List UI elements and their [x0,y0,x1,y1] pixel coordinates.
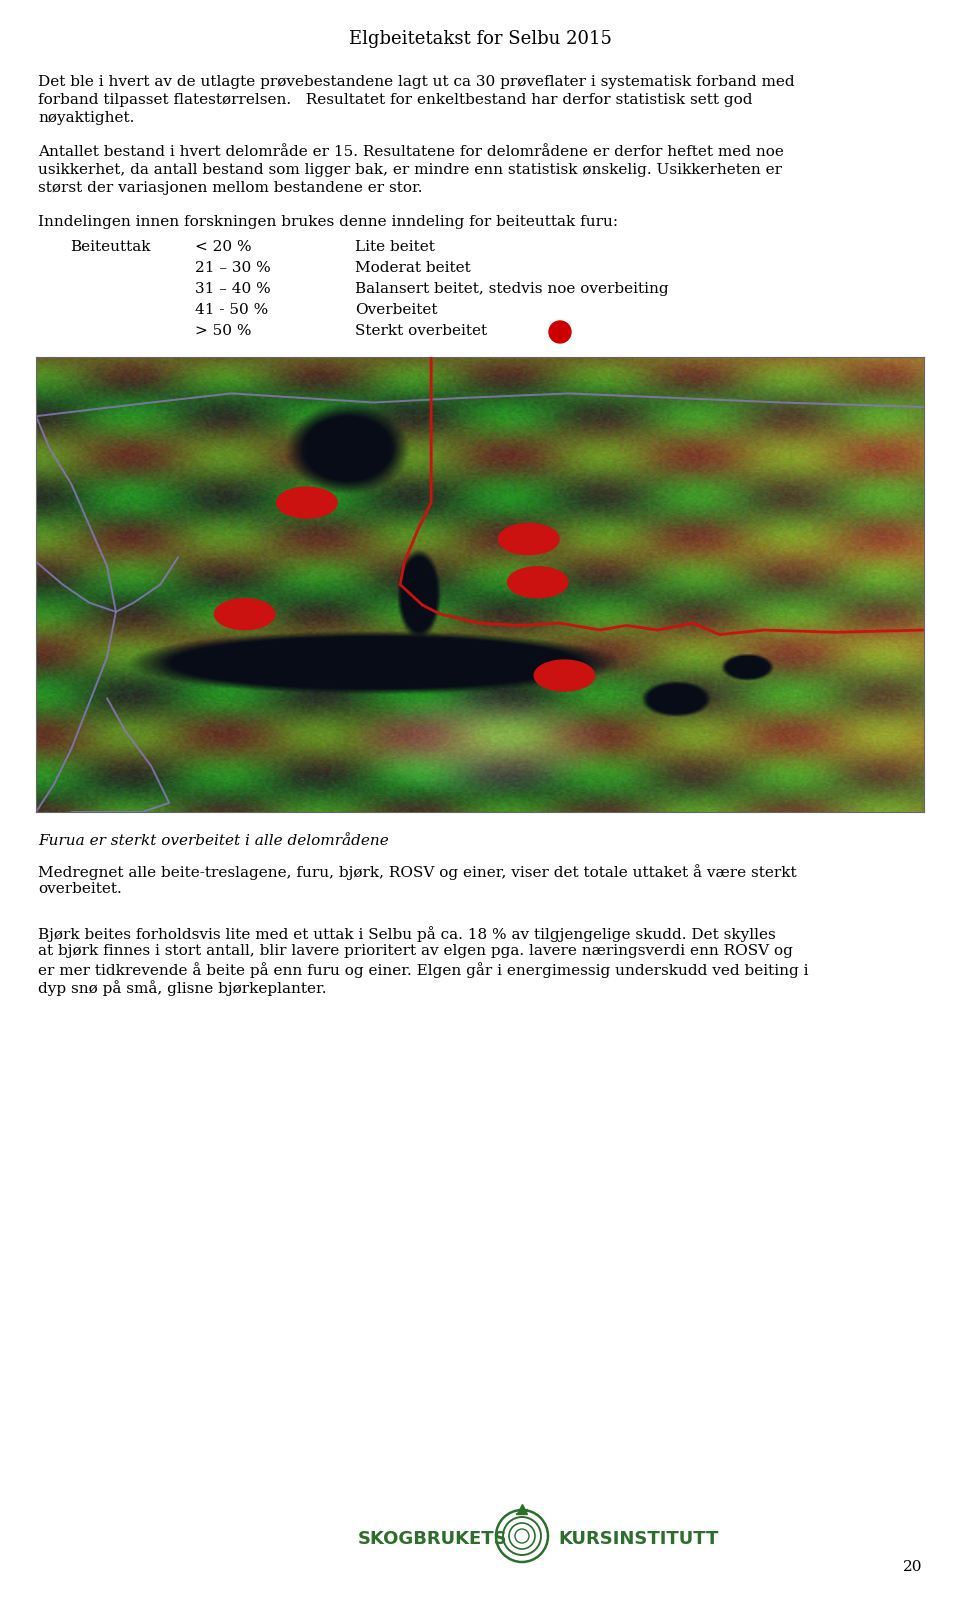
Text: 21 – 30 %: 21 – 30 % [195,261,271,274]
Text: Det ble i hvert av de utlagte prøvebestandene lagt ut ca 30 prøveflater i system: Det ble i hvert av de utlagte prøvebesta… [38,75,795,88]
Text: Medregnet alle beite-treslagene, furu, bjørk, ROSV og einer, viser det totale ut: Medregnet alle beite-treslagene, furu, b… [38,865,797,881]
Text: Sterkt overbeitet: Sterkt overbeitet [355,324,487,338]
Text: forband tilpasset flatestørrelsen.   Resultatet for enkeltbestand har derfor sta: forband tilpasset flatestørrelsen. Resul… [38,93,753,107]
Text: usikkerhet, da antall bestand som ligger bak, er mindre enn statistisk ønskelig.: usikkerhet, da antall bestand som ligger… [38,164,782,176]
Circle shape [498,523,559,555]
Text: KURSINSTITUTT: KURSINSTITUTT [558,1530,718,1548]
Text: overbeitet.: overbeitet. [38,882,122,897]
Circle shape [276,488,337,518]
Text: 20: 20 [902,1561,922,1574]
Text: størst der variasjonen mellom bestandene er stor.: størst der variasjonen mellom bestandene… [38,181,422,196]
Text: Bjørk beites forholdsvis lite med et uttak i Selbu på ca. 18 % av tilgjengelige : Bjørk beites forholdsvis lite med et utt… [38,926,776,942]
Text: Lite beitet: Lite beitet [355,241,435,253]
Circle shape [549,321,571,343]
Text: Overbeitet: Overbeitet [355,303,438,318]
Text: 41 - 50 %: 41 - 50 % [195,303,268,318]
Text: at bjørk finnes i stort antall, blir lavere prioritert av elgen pga. lavere næri: at bjørk finnes i stort antall, blir lav… [38,945,793,958]
Text: er mer tidkrevende å beite på enn furu og einer. Elgen går i energimessig unders: er mer tidkrevende å beite på enn furu o… [38,962,808,978]
Circle shape [508,566,568,598]
Text: Elgbeitetakst for Selbu 2015: Elgbeitetakst for Selbu 2015 [348,30,612,48]
Circle shape [214,598,275,629]
Text: Furua er sterkt overbeitet i alle delområdene: Furua er sterkt overbeitet i alle delomr… [38,834,389,849]
Circle shape [534,659,594,691]
Text: Antallet bestand i hvert delområde er 15. Resultatene for delområdene er derfor : Antallet bestand i hvert delområde er 15… [38,144,784,159]
Text: dyp snø på små, glisne bjørkeplanter.: dyp snø på små, glisne bjørkeplanter. [38,980,326,996]
Text: Moderat beitet: Moderat beitet [355,261,470,274]
Text: < 20 %: < 20 % [195,241,252,253]
Text: nøyaktighet.: nøyaktighet. [38,111,134,125]
Text: Balansert beitet, stedvis noe overbeiting: Balansert beitet, stedvis noe overbeitin… [355,282,668,297]
Text: Beiteuttak: Beiteuttak [70,241,151,253]
Text: Inndelingen innen forskningen brukes denne inndeling for beiteuttak furu:: Inndelingen innen forskningen brukes den… [38,215,618,229]
Text: 31 – 40 %: 31 – 40 % [195,282,271,297]
Text: > 50 %: > 50 % [195,324,252,338]
Text: SKOGBRUKETS: SKOGBRUKETS [358,1530,508,1548]
